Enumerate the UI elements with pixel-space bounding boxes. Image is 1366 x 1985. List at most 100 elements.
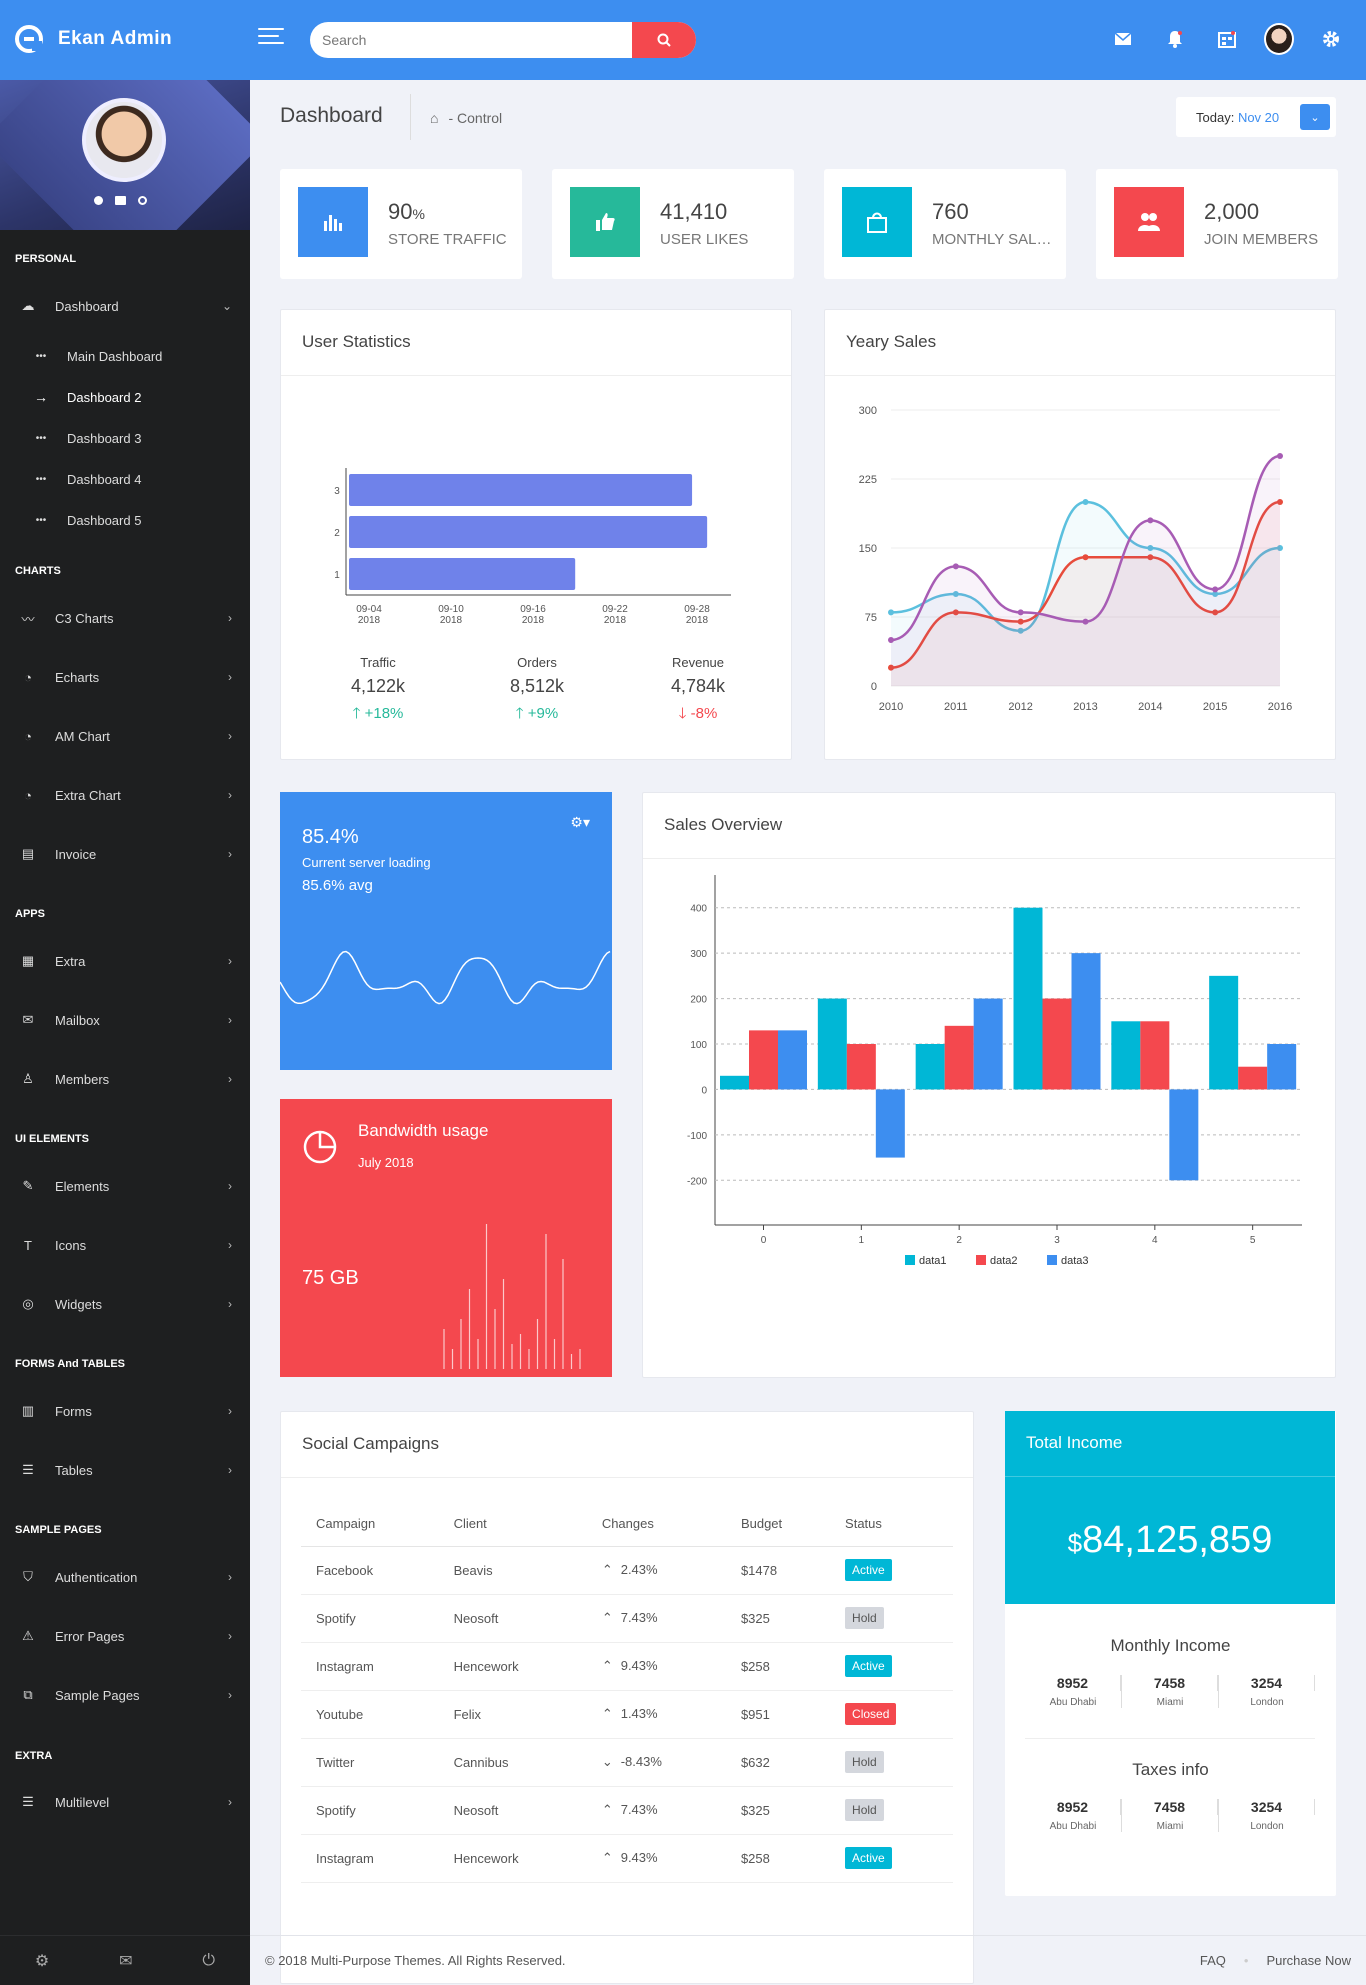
x-tick-label: 3 (1054, 1235, 1060, 1246)
sidebar-item-icons[interactable]: T Icons › (0, 1225, 250, 1265)
sidebar-item-widgets[interactable]: ◎ Widgets › (0, 1284, 250, 1324)
breadcrumb-current: - Control (448, 110, 503, 126)
sidebar-subitem-dashboard-2[interactable]: → Dashboard 2 (34, 389, 142, 405)
sidebar-item-dashboard[interactable]: ☁ Dashboard ⌄ (21, 298, 233, 314)
sidebar-item-members[interactable]: ♙ Members › (0, 1059, 250, 1099)
sidebar-item-extra[interactable]: ▦ Extra › (21, 953, 232, 969)
mail-icon[interactable]: ✉ (119, 1952, 133, 1970)
sidebar-subitem-dashboard-4[interactable]: ••• Dashboard 4 (0, 459, 250, 499)
x-tick-label: 4 (1152, 1235, 1158, 1246)
change-cell: ⌃ 7.43% (586, 1786, 726, 1835)
bandwidth-value: 75 GB (302, 1267, 359, 1289)
today-date-picker[interactable]: Today: Nov 20 ⌄ (1176, 97, 1336, 137)
data-point (1017, 609, 1024, 616)
y-tick-label: 2 (334, 528, 340, 539)
brand-logo[interactable]: Ekan Admin (14, 24, 172, 54)
x-tick-label: 2018 (358, 615, 381, 626)
client-cell: Cannibus (438, 1738, 587, 1787)
profile-mail-icon[interactable] (115, 196, 126, 205)
status-badge: Active (845, 1655, 892, 1677)
sidebar-item-multilevel[interactable]: ☰ Multilevel › (0, 1782, 250, 1822)
copy-icon: ⧉ (23, 1687, 33, 1702)
user-avatar[interactable] (1264, 23, 1294, 55)
today-value: Nov 20 (1237, 109, 1280, 125)
settings-gear-icon[interactable] (1316, 24, 1346, 54)
profile-power-icon[interactable] (138, 196, 147, 205)
x-tick-label: 2010 (879, 701, 903, 713)
sidebar-item-forms[interactable]: ▥ Forms › (21, 1403, 232, 1419)
chevron-down-icon[interactable]: ⌄ (1300, 104, 1330, 130)
sidebar-item-echarts[interactable]: ◔ Echarts › (0, 657, 250, 697)
sidebar-toggle-icon[interactable] (258, 28, 284, 48)
nav-section-apps: APPS (15, 908, 45, 920)
profile-avatar[interactable] (82, 98, 166, 182)
change-cell: ⌃ 7.43% (586, 1594, 726, 1643)
sidebar-item-mailbox[interactable]: ✉ Mailbox › (0, 1000, 250, 1040)
arrow-down-icon: 🡓 (678, 705, 687, 722)
bandwidth-sparkline (443, 1224, 581, 1369)
table-row: Spotify Neosoft ⌃ 7.43% $325 Hold (301, 1594, 953, 1643)
status-cell: Hold (830, 1738, 953, 1787)
sidebar-item-elements[interactable]: ✎ Elements › (0, 1166, 250, 1206)
sidebar-item-invoice[interactable]: ▤ Invoice › (21, 846, 232, 862)
search-button[interactable] (632, 22, 696, 58)
settings-gear-icon[interactable]: ⚙▾ (570, 814, 590, 830)
bar-3 (349, 474, 693, 506)
sidebar-subitem-dashboard-5[interactable]: ••• Dashboard 5 (0, 500, 250, 540)
lock-icon: ⛉ (23, 1569, 33, 1584)
widget-icon: ◎ (22, 1296, 34, 1311)
sidebar-item-authentication[interactable]: ⛉ Authentication › (0, 1557, 250, 1597)
x-tick-label: 2018 (440, 615, 463, 626)
x-tick-label: 2011 (944, 701, 968, 713)
search-input[interactable] (310, 22, 620, 58)
chevron-right-icon: › (228, 1570, 232, 1584)
calendar-icon[interactable] (1212, 24, 1242, 54)
x-tick-label: 2015 (1203, 701, 1227, 713)
y-tick-label: 1 (334, 570, 340, 581)
server-value: 85.4% (302, 826, 359, 848)
sidebar-subitem-dashboard-3[interactable]: ••• Dashboard 3 (0, 418, 250, 458)
profile-settings-icon[interactable] (94, 196, 103, 205)
bar-1 (349, 558, 576, 590)
settings-gear-icon[interactable]: ⚙ (34, 1952, 50, 1970)
sidebar-item-error-pages[interactable]: ⚠ Error Pages › (0, 1616, 250, 1656)
card-title: Yeary Sales (846, 332, 937, 351)
purchase-now-link[interactable]: Purchase Now (1266, 1953, 1351, 1968)
home-icon[interactable]: ⌂ (430, 110, 439, 126)
notification-bell-icon[interactable] (1160, 24, 1190, 54)
faq-link[interactable]: FAQ (1199, 1953, 1226, 1968)
budget-cell: $951 (725, 1690, 831, 1739)
status-cell: Active (830, 1642, 953, 1691)
stat-unit: % (412, 206, 425, 222)
sidebar-item-extra-chart[interactable]: ◔ Extra Chart › (0, 775, 250, 815)
x-tick-label: 5 (1250, 1235, 1256, 1246)
logo-icon (15, 25, 43, 53)
sidebar-item-c3-charts[interactable]: 〰 C3 Charts › (21, 610, 232, 627)
mail-icon[interactable] (1108, 24, 1138, 54)
line-chart-icon: 〰 (21, 611, 35, 627)
change-cell: ⌃ 1.43% (586, 1690, 726, 1739)
power-icon[interactable]: ⏻ (202, 1951, 216, 1969)
y-tick-label: 0 (871, 681, 877, 693)
table-row: Youtube Felix ⌃ 1.43% $951 Closed (301, 1690, 953, 1739)
sidebar-item-tables[interactable]: ☰ Tables › (0, 1450, 250, 1490)
sidebar-item-am-chart[interactable]: ◔ AM Chart › (0, 716, 250, 756)
user-icon: ♙ (22, 1071, 34, 1086)
y-tick-label: 225 (859, 474, 877, 486)
data-point (1147, 517, 1154, 524)
chevron-up-icon: ⌃ (601, 1610, 613, 1625)
data-point (888, 609, 894, 616)
status-badge: Closed (845, 1703, 897, 1725)
x-tick-label: 2018 (686, 615, 709, 626)
status-badge: Hold (845, 1799, 884, 1821)
sidebar-subitem-main-dashboard[interactable]: ••• Main Dashboard (0, 336, 250, 376)
x-tick-label: 09-28 (684, 604, 710, 615)
sidebar-item-sample-pages[interactable]: ⧉ Sample Pages › (0, 1675, 250, 1715)
today-label: Today: (1196, 109, 1235, 125)
y-tick-label: -200 (687, 1176, 707, 1187)
kpi-traffic: Traffic 4,122k 🡑 +18% (350, 655, 406, 722)
campaign-cell: Twitter (301, 1738, 439, 1787)
stat-value: 760 (932, 199, 969, 224)
brand-name: Ekan Admin (58, 28, 173, 49)
data-point (1277, 499, 1283, 505)
